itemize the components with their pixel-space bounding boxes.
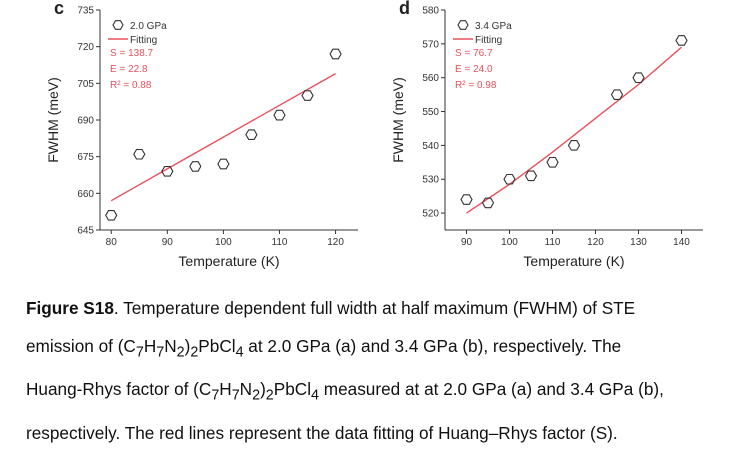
chart-c-legend-marker — [112, 20, 124, 30]
sub: 4 — [235, 343, 244, 360]
chart-c-data-point — [217, 158, 230, 170]
chart-d-x-tick-label: 110 — [545, 237, 561, 248]
chart-d-svg: d 520 530 540 550 560 570 580 90 100 110 120 130 140 T… — [390, 0, 703, 269]
chart-c-y-tick-label: 735 — [77, 6, 94, 17]
chart-c-panel-letter: c — [54, 0, 64, 18]
chart-c-data-point — [329, 48, 342, 60]
chart-d-data-point — [524, 170, 538, 182]
sub: 7 — [135, 343, 144, 360]
chart-d-x-tick-label: 90 — [461, 237, 473, 248]
chart-d-data-point — [610, 89, 624, 100]
formula-part: ) — [260, 379, 266, 400]
chart-c-y-axis-label: FWHM (meV) — [45, 77, 61, 163]
sub: 7 — [156, 343, 165, 360]
chart-c-svg: c 645 660 675 690 705 720 735 80 90 100 110 120 Tempe… — [45, 0, 358, 269]
chart-c-legend-fit: Fitting — [130, 35, 157, 46]
chart-d-panel-letter: d — [399, 0, 410, 18]
chart-d-legend-marker — [457, 20, 469, 30]
chart-d-legend-series: 3.4 GPa — [475, 21, 512, 32]
formula-part: ) — [184, 335, 191, 356]
caption-text-3a: Huang-Rhys factor of (C — [26, 379, 212, 400]
chart-d-x-tick-label: 100 — [501, 237, 518, 248]
caption-text-2b: at 2.0 GPa (a) and 3.4 GPa (b), respecti… — [243, 335, 622, 356]
chart-c-x-tick-label: 100 — [215, 237, 232, 248]
chart-d-y-axis-label: FWHM (meV) — [390, 77, 406, 163]
chart-c-y-tick-label: 705 — [77, 79, 94, 90]
chart-c-annotation-s: S = 138.7 — [110, 48, 154, 59]
chart-d-data-point — [503, 173, 516, 185]
formula-part: N — [239, 379, 253, 400]
chart-c-data-point — [105, 210, 118, 221]
chart-d-annotation-e: E = 24.0 — [455, 64, 493, 75]
sub: 7 — [211, 387, 220, 404]
chart-c-x-tick-label: 80 — [106, 237, 118, 248]
caption-line-3: Huang-Rhys factor of (C7H7N2)2PbCl4 meas… — [26, 371, 738, 415]
chart-d-y-tick-label: 550 — [422, 107, 439, 118]
chart-c-data-point — [301, 90, 314, 101]
sub: 2 — [190, 343, 199, 360]
chart-panel-d: d 520 530 540 550 560 570 580 90 100 110 120 130 140 T… — [385, 0, 715, 282]
chart-c-x-axis-label: Temperature (K) — [178, 253, 279, 269]
chart-d-annotation-s: S = 76.7 — [455, 48, 493, 59]
chart-c-data-point — [189, 161, 202, 172]
chart-d-y-tick-label: 560 — [422, 73, 439, 84]
caption-text-3b: measured at at 2.0 GPa (a) and 3.4 GPa (… — [319, 379, 664, 400]
chart-d-data-point — [675, 35, 688, 46]
chart-c-x-tick-label: 90 — [162, 237, 174, 248]
chart-c-data-point — [273, 109, 286, 121]
chart-c-fit-line — [110, 72, 336, 202]
chart-d-data-point — [481, 197, 495, 209]
chart-panel-c: c 645 660 675 690 705 720 735 80 90 100 110 120 Tempe… — [40, 0, 370, 282]
sub: 2 — [252, 387, 261, 404]
chart-c-x-tick-label: 110 — [272, 237, 288, 248]
chart-c-data-point — [245, 129, 258, 140]
sub: 7 — [231, 387, 240, 404]
chart-c-x-tick-label: 120 — [327, 237, 344, 248]
formula-part: N — [164, 335, 177, 356]
chart-c-y-tick-label: 645 — [77, 226, 94, 237]
chart-d-data-point — [632, 72, 645, 84]
chart-d-data-point — [460, 194, 473, 205]
chart-d-data-point — [567, 140, 581, 151]
chart-d-legend-fit: Fitting — [475, 35, 502, 46]
caption-text-1: Temperature dependent full width at half… — [123, 298, 636, 318]
chart-d-x-tick-label: 140 — [673, 237, 690, 248]
caption-line-1: Figure S18. Temperature dependent full w… — [26, 298, 636, 318]
chart-d-x-axis-label: Temperature (K) — [523, 253, 624, 269]
caption-line-4: respectively. The red lines represent th… — [26, 415, 738, 453]
chart-c-annotation-e: E = 22.8 — [110, 64, 148, 75]
caption-label: Figure S18 — [26, 298, 114, 318]
formula-part: PbCl — [198, 335, 236, 356]
chart-d-x-tick-label: 130 — [630, 237, 647, 248]
chart-c-annotation-r2: R² = 0.88 — [110, 80, 152, 91]
sub: 2 — [176, 343, 185, 360]
caption-text-4: respectively. The red lines represent th… — [26, 423, 618, 444]
chart-d-data-point — [546, 156, 559, 168]
sub: 4 — [311, 387, 319, 404]
chart-d-fit-line — [466, 46, 682, 214]
chart-d-x-tick-label: 120 — [587, 237, 604, 248]
formula-part: PbCl — [273, 379, 312, 400]
chart-d-y-tick-label: 570 — [422, 39, 439, 50]
chart-c-y-tick-label: 720 — [77, 42, 94, 53]
chart-c-y-tick-label: 690 — [77, 116, 94, 127]
caption-line-2: emission of (C7H7N2)2PbCl4 at 2.0 GPa (a… — [26, 328, 738, 372]
chart-c-data-point — [133, 148, 146, 160]
chart-c-y-tick-label: 675 — [77, 152, 94, 163]
chart-d-y-tick-label: 520 — [422, 209, 439, 220]
chart-d-y-tick-label: 530 — [422, 175, 439, 186]
chart-d-y-tick-label: 580 — [422, 6, 439, 17]
chart-c-legend-series: 2.0 GPa — [130, 21, 167, 32]
formula-part: H — [219, 379, 232, 400]
formula-part: H — [143, 335, 157, 356]
chart-c-data-point — [161, 166, 174, 177]
chart-c-y-tick-label: 660 — [77, 189, 94, 200]
sub: 2 — [265, 387, 274, 404]
caption-text-2a: emission of (C — [26, 335, 136, 356]
figure-caption: Figure S18. Temperature dependent full w… — [26, 290, 738, 453]
chart-d-annotation-r2: R² = 0.98 — [455, 80, 497, 91]
chart-d-y-tick-label: 540 — [422, 141, 439, 152]
